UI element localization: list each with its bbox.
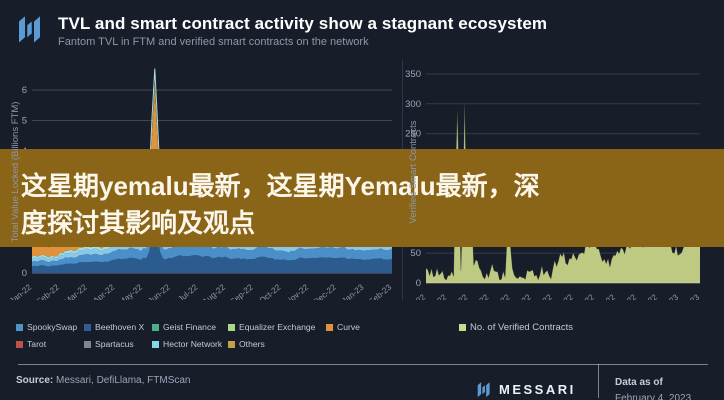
svg-text:Oct-22: Oct-22: [591, 292, 617, 300]
svg-text:Apr-22: Apr-22: [465, 292, 491, 300]
svg-text:Jul-22: Jul-22: [530, 292, 554, 300]
svg-text:Mar-22: Mar-22: [62, 282, 89, 300]
svg-text:5: 5: [22, 116, 27, 127]
svg-text:Aug-22: Aug-22: [200, 282, 227, 300]
svg-text:Jul-22: Jul-22: [176, 282, 200, 300]
svg-text:Dec-22: Dec-22: [311, 282, 338, 300]
svg-text:Jan-22: Jan-22: [403, 292, 428, 300]
svg-text:6: 6: [22, 85, 27, 96]
svg-text:Jun-22: Jun-22: [146, 282, 172, 300]
svg-text:Jan-22: Jan-22: [7, 282, 33, 300]
svg-text:Oct-22: Oct-22: [257, 282, 283, 300]
svg-text:50: 50: [410, 248, 421, 259]
svg-text:Nov-22: Nov-22: [283, 282, 310, 300]
svg-text:Apr-22: Apr-22: [91, 282, 117, 300]
svg-text:350: 350: [405, 69, 421, 80]
svg-text:Feb-23: Feb-23: [367, 282, 394, 300]
svg-text:Feb-22: Feb-22: [34, 282, 61, 300]
svg-text:0: 0: [416, 278, 421, 289]
svg-text:0: 0: [22, 268, 27, 279]
svg-text:300: 300: [405, 99, 421, 110]
svg-text:Jan-23: Jan-23: [340, 282, 366, 300]
svg-text:May-22: May-22: [116, 282, 144, 300]
svg-text:Sep-22: Sep-22: [228, 282, 255, 300]
